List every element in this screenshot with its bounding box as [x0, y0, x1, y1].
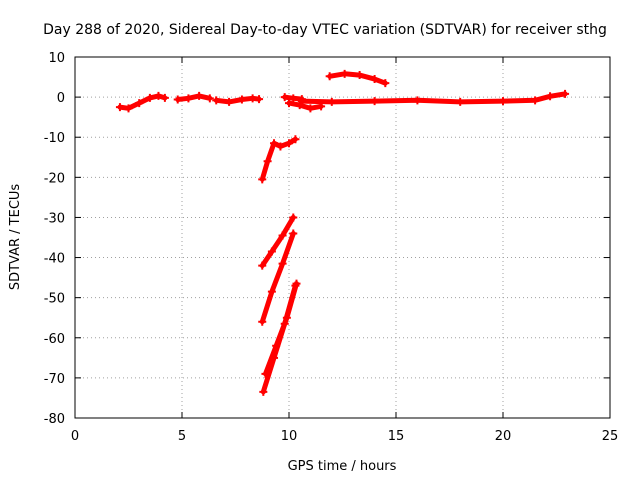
y-tick-label: -80	[44, 412, 65, 427]
data-point	[289, 229, 298, 238]
series-arc-6	[299, 91, 568, 105]
data-series	[115, 69, 570, 396]
data-point	[297, 97, 306, 106]
data-point	[370, 97, 379, 106]
data-point	[546, 92, 555, 101]
x-axis-label: GPS time / hours	[288, 459, 397, 474]
data-point	[237, 95, 246, 104]
data-point	[370, 75, 379, 84]
series-arc-12	[263, 281, 299, 377]
data-point	[195, 91, 204, 100]
x-tick-label: 15	[388, 429, 405, 444]
y-tick-label: -40	[44, 252, 65, 267]
data-point	[280, 93, 289, 102]
axis-ticks: 10 0 -10 -20 -30 -40 -50 -60 -70 -80 0 5 10 15 20 25	[44, 51, 619, 444]
data-point	[325, 72, 334, 81]
data-point	[306, 104, 315, 113]
data-point	[124, 104, 133, 113]
series-arc-5	[286, 100, 324, 111]
data-point	[154, 91, 163, 100]
y-axis-label: SDTVAR / TECUs	[8, 184, 23, 291]
data-point	[499, 97, 507, 106]
data-point	[258, 175, 267, 184]
data-point	[261, 369, 270, 378]
data-point	[205, 94, 214, 103]
data-point	[259, 387, 268, 396]
y-tick-label: -20	[44, 171, 65, 186]
y-tick-label: -60	[44, 332, 65, 347]
data-point	[270, 139, 279, 148]
data-point	[355, 71, 364, 80]
data-point	[291, 135, 300, 144]
grid-lines	[75, 57, 610, 418]
data-point	[258, 261, 267, 270]
data-point	[225, 97, 234, 106]
data-point	[272, 341, 281, 350]
y-tick-label: -30	[44, 211, 65, 226]
y-tick-label: -50	[44, 292, 65, 307]
data-point	[282, 313, 291, 322]
data-point	[212, 96, 221, 105]
plot-frame	[74, 56, 611, 419]
x-tick-label: 20	[495, 429, 512, 444]
y-tick-label: 0	[57, 91, 65, 106]
data-point	[327, 97, 336, 106]
data-point	[289, 213, 298, 222]
data-point	[292, 279, 301, 288]
series-arc-9	[259, 214, 296, 269]
data-point	[456, 97, 465, 106]
x-tick-label: 25	[602, 429, 619, 444]
x-tick-label: 10	[281, 429, 298, 444]
data-point	[267, 287, 276, 296]
y-tick-label: 10	[48, 51, 65, 66]
data-point	[278, 259, 287, 268]
data-point	[561, 89, 570, 98]
data-point	[173, 95, 182, 104]
data-point	[285, 99, 293, 108]
y-tick-label: -70	[44, 372, 65, 387]
series-arc-10	[259, 231, 296, 325]
y-tick-label: -10	[44, 131, 65, 146]
series-arc-2	[175, 93, 213, 102]
data-point	[295, 101, 304, 110]
x-tick-label: 5	[178, 429, 186, 444]
data-point	[255, 95, 264, 104]
data-point	[531, 96, 540, 105]
data-point	[381, 79, 390, 88]
chart-title: Day 288 of 2020, Sidereal Day-to-day VTE…	[43, 22, 607, 38]
data-point	[285, 139, 293, 148]
data-point	[276, 142, 285, 151]
data-point	[145, 93, 154, 102]
data-point	[278, 231, 287, 240]
data-point	[289, 94, 298, 103]
data-point	[267, 247, 276, 256]
data-point	[160, 93, 169, 102]
data-point	[263, 157, 272, 166]
data-point	[135, 99, 144, 108]
data-point	[115, 103, 124, 112]
data-point	[340, 69, 349, 78]
data-point	[258, 317, 267, 326]
data-point	[184, 94, 193, 103]
x-tick-label: 0	[71, 429, 79, 444]
data-point	[413, 96, 422, 105]
